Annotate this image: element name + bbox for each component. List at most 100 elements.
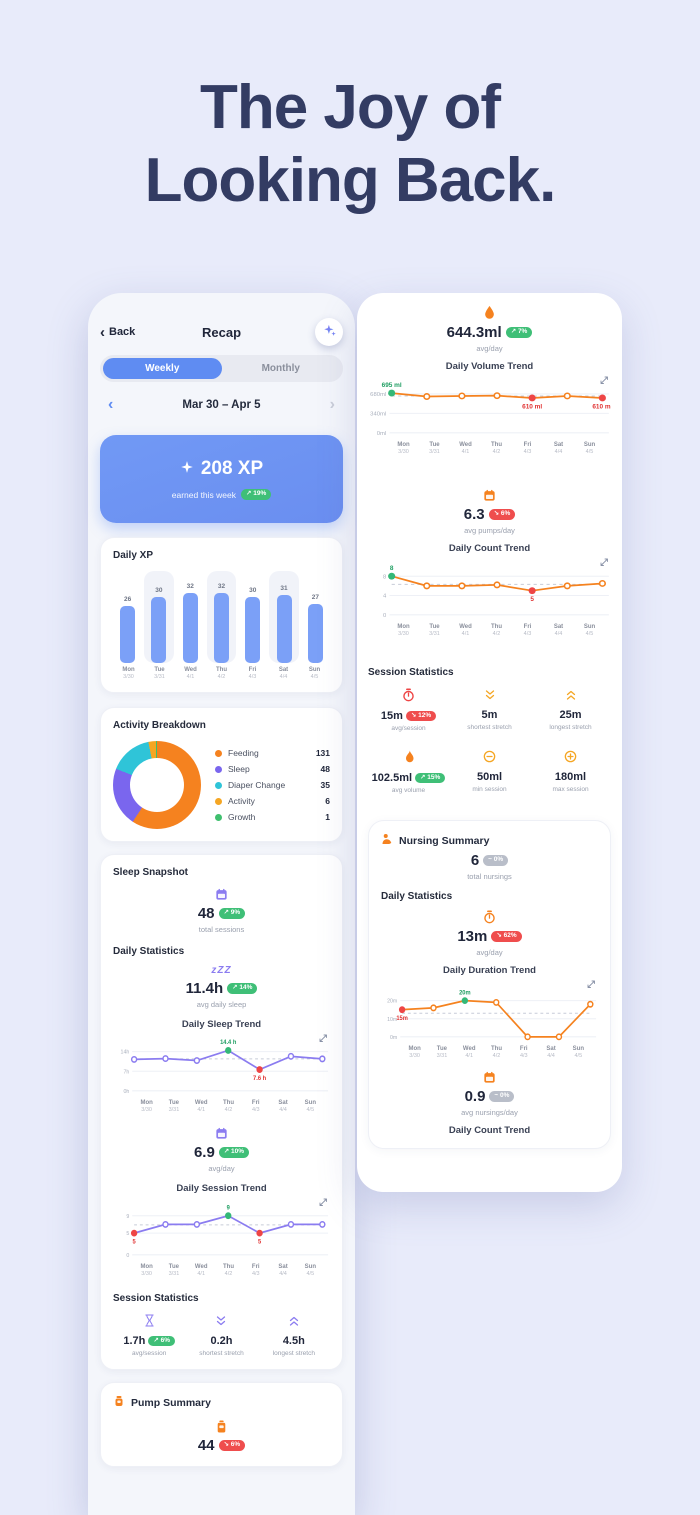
nursing-count-badge: ~ 0% (489, 1091, 515, 1102)
pump-total-badge: ↘ 6% (218, 1440, 246, 1451)
svg-text:610 ml: 610 ml (592, 403, 611, 410)
tab-weekly[interactable]: Weekly (103, 358, 222, 379)
svg-text:10m: 10m (387, 1017, 398, 1023)
stat-min-session: 50ml min session (449, 750, 530, 794)
stat-longest-stretch: 25m longest stretch (530, 688, 611, 732)
sleep-trend-title: Daily Sleep Trend (181, 1019, 262, 1030)
svg-text:680ml: 680ml (370, 392, 386, 398)
pump-summary-card: Pump Summary 44 ↘ 6% (100, 1382, 343, 1467)
ai-sparkle-button[interactable] (315, 318, 343, 346)
prev-week-button[interactable]: ‹ (108, 396, 114, 413)
svg-text:20m: 20m (459, 990, 470, 996)
calendar-icon (368, 489, 611, 502)
daily-xp-title: Daily XP (113, 550, 154, 561)
sleep-trend-chart: 14h 7h 0h 14.4 h 7.6 h Mon 3/30 Tue 3/31 Wed 4/1 T… (113, 1034, 330, 1113)
title-line-2: Looking Back. (144, 145, 557, 215)
nursing-summary-card: Nursing Summary 6 ~ 0% total nursings Dai… (368, 820, 611, 1149)
svg-text:0: 0 (383, 613, 386, 619)
duration-trend-title: Daily Duration Trend (443, 965, 536, 976)
svg-text:14h: 14h (121, 1050, 130, 1056)
svg-text:695 ml: 695 ml (382, 382, 402, 389)
nursing-avg-day-badge: ↘ 62% (491, 931, 522, 942)
sleep-session-stats-label: Session Statistics (113, 1293, 199, 1304)
sleep-avg-day-badge: ↗ 10% (218, 1147, 250, 1158)
svg-text:4: 4 (383, 594, 387, 600)
volume-trend-x-labels: Mon 3/30 Tue 3/31 Wed 4/1 Thu 4/2 Fri 4/3 Sat 4/4 Su… (397, 442, 596, 455)
sleep-total-badge: ↗ 9% (218, 908, 246, 919)
legend-item: Sleep 48 (215, 764, 330, 774)
activity-body: Feeding 131 Sleep 48 Diaper Change 35 Activity… (113, 741, 330, 829)
pump-session-stats-label: Session Statistics (368, 667, 454, 678)
count-trend-title: Daily Count Trend (448, 543, 531, 554)
recap-header: ‹ Back Recap (100, 317, 343, 347)
calendar-icon (381, 1071, 598, 1084)
nursing-header: Nursing Summary (381, 833, 598, 848)
svg-text:9: 9 (227, 1205, 231, 1211)
back-label: Back (109, 326, 136, 338)
svg-text:5: 5 (126, 1231, 129, 1237)
pump-summary-header: Pump Summary (113, 1395, 330, 1410)
stat-avg-volume: 102.5ml ↗ 15% avg volume (368, 750, 449, 794)
activity-breakdown-card: Activity Breakdown Feeding 131 Sleep 48 Diap… (100, 707, 343, 842)
svg-text:7.6 h: 7.6 h (253, 1076, 266, 1082)
plus-circle-icon (564, 750, 577, 768)
stat-avg-session: 1.7h ↗ 6% avg/session (113, 1314, 185, 1357)
water-drop-icon (368, 305, 611, 320)
pump-detail-phone: 644.3ml ↗ 7% avg/day Daily Volume Trend 6… (357, 293, 622, 1192)
session-trend-x-labels: Mon 3/30 Tue 3/31 Wed 4/1 Thu 4/2 Fri 4/3 Sat 4/4 Su… (140, 1264, 316, 1277)
tab-monthly[interactable]: Monthly (261, 363, 300, 374)
svg-text:8: 8 (390, 565, 394, 572)
next-week-button[interactable]: › (329, 396, 335, 413)
stat-max-session: 180ml max session (530, 750, 611, 794)
xp-trend-badge: ↗ 19% (241, 489, 272, 500)
page-title: The Joy of Looking Back. (0, 72, 700, 217)
expand-icon[interactable] (586, 976, 596, 994)
chevrons-up-icon (288, 1314, 300, 1332)
date-navigation: ‹ Mar 30 – Apr 5 › (100, 394, 343, 416)
avg-pumps-badge: ↘ 6% (488, 509, 516, 520)
pump-session-stats: 15m ↘ 12% avg/session 5m shortest stretch… (368, 688, 611, 794)
activity-donut-chart (113, 741, 201, 829)
star-icon (180, 458, 194, 480)
recap-phone: ‹ Back Recap Weekly Monthly ‹ Mar 30 – A… (88, 293, 355, 1515)
timer-icon (402, 688, 415, 707)
activity-title: Activity Breakdown (113, 720, 206, 731)
sessions-icon (113, 888, 330, 901)
svg-text:7h: 7h (123, 1069, 129, 1075)
svg-text:0h: 0h (123, 1089, 129, 1095)
avg-volume-stat: 644.3ml ↗ 7% avg/day (368, 324, 611, 353)
chevrons-down-icon (215, 1314, 227, 1332)
sleep-snapshot-card: Sleep Snapshot 48 ↗ 9% total sessions Dai… (100, 854, 343, 1370)
volume-trend-chart: 680ml 340ml 0ml 695 ml 610 ml 610 ml Mon 3/30 T… (368, 376, 611, 455)
nursing-count-trend-title: Daily Count Trend (448, 1125, 531, 1136)
svg-text:0ml: 0ml (377, 431, 387, 437)
sleep-session-stats: 1.7h ↗ 6% avg/session 0.2h shortest stret… (113, 1314, 330, 1357)
daily-xp-card: Daily XP 26 30 32 32 30 31 27 Mon 3/30 Tue 3/31 We… (100, 537, 343, 693)
sleep-title: Sleep Snapshot (113, 867, 189, 878)
screen-title: Recap (201, 324, 242, 340)
expand-icon[interactable] (318, 1030, 328, 1048)
avg-sleep-badge: ↗ 14% (227, 983, 258, 994)
xp-value: 208 XP (180, 458, 263, 480)
expand-icon[interactable] (599, 372, 609, 390)
session-trend-chart: 9 5 0 5 9 5 Mon 3/30 Tue 3/31 Wed 4/1 Thu 4/2 Fri 4/3 S… (113, 1198, 330, 1277)
count-trend-chart: 8 4 0 8 5 Mon 3/30 Tue 3/31 Wed 4/1 Thu 4/2 Fri 4/3 Sa… (368, 558, 611, 637)
stat-shortest-stretch: 5m shortest stretch (449, 688, 530, 732)
hourglass-icon (144, 1314, 155, 1332)
nursing-icon (381, 833, 393, 848)
expand-icon[interactable] (599, 554, 609, 572)
back-button[interactable]: ‹ Back (100, 325, 135, 340)
sleep-trend-x-labels: Mon 3/30 Tue 3/31 Wed 4/1 Thu 4/2 Fri 4/3 Sat 4/4 Su… (140, 1100, 316, 1113)
stat-shortest-stretch: 0.2h shortest stretch (185, 1314, 257, 1357)
activity-legend: Feeding 131 Sleep 48 Diaper Change 35 Activity… (215, 748, 330, 822)
stat-longest-stretch: 4.5h longest stretch (258, 1314, 330, 1357)
duration-trend-chart: 20m 10m 0m 15m 20m Mon 3/30 Tue 3/31 Wed 4/1 Thu 4/… (381, 980, 598, 1059)
expand-icon[interactable] (318, 1194, 328, 1212)
avg-volume-badge: ↗ 7% (505, 327, 533, 338)
chevrons-up-icon (565, 688, 577, 706)
sleep-daily-stats-label: Daily Statistics (113, 946, 185, 957)
svg-text:5: 5 (258, 1239, 262, 1245)
svg-text:610 ml: 610 ml (522, 403, 542, 410)
nursing-total-badge: ~ 0% (483, 855, 509, 866)
